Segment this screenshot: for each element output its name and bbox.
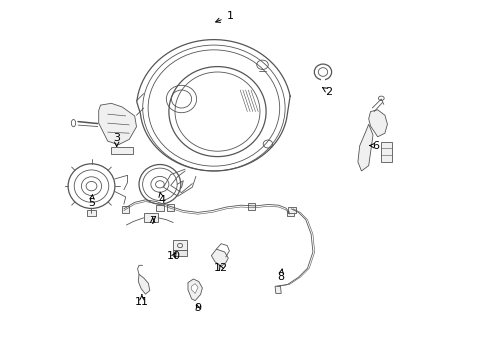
Polygon shape [187,279,202,301]
Text: 10: 10 [167,251,181,261]
Text: 12: 12 [214,263,228,273]
Text: 5: 5 [88,195,95,208]
Polygon shape [87,210,96,216]
Polygon shape [286,211,294,216]
Text: 11: 11 [135,294,148,307]
Polygon shape [211,249,228,266]
Text: 4: 4 [158,192,165,205]
Polygon shape [321,78,324,82]
Text: 8: 8 [276,269,284,282]
Polygon shape [191,284,198,293]
Text: 9: 9 [194,303,201,313]
Polygon shape [172,250,186,256]
Polygon shape [357,124,372,171]
Polygon shape [381,142,391,162]
Polygon shape [167,204,174,211]
Text: 3: 3 [113,132,120,147]
Polygon shape [155,205,164,211]
Text: 7: 7 [149,216,156,226]
Polygon shape [247,203,255,210]
Polygon shape [138,274,149,294]
Polygon shape [122,206,128,213]
Polygon shape [288,207,295,213]
Polygon shape [99,103,136,145]
Polygon shape [275,286,281,293]
Polygon shape [368,110,386,137]
Text: 1: 1 [215,11,233,22]
Text: 6: 6 [368,141,379,151]
Polygon shape [172,240,186,250]
Text: 2: 2 [322,87,332,97]
Polygon shape [143,213,158,222]
Polygon shape [111,147,133,154]
